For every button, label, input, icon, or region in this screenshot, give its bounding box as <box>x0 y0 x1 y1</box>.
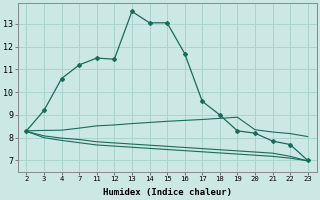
X-axis label: Humidex (Indice chaleur): Humidex (Indice chaleur) <box>103 188 232 197</box>
